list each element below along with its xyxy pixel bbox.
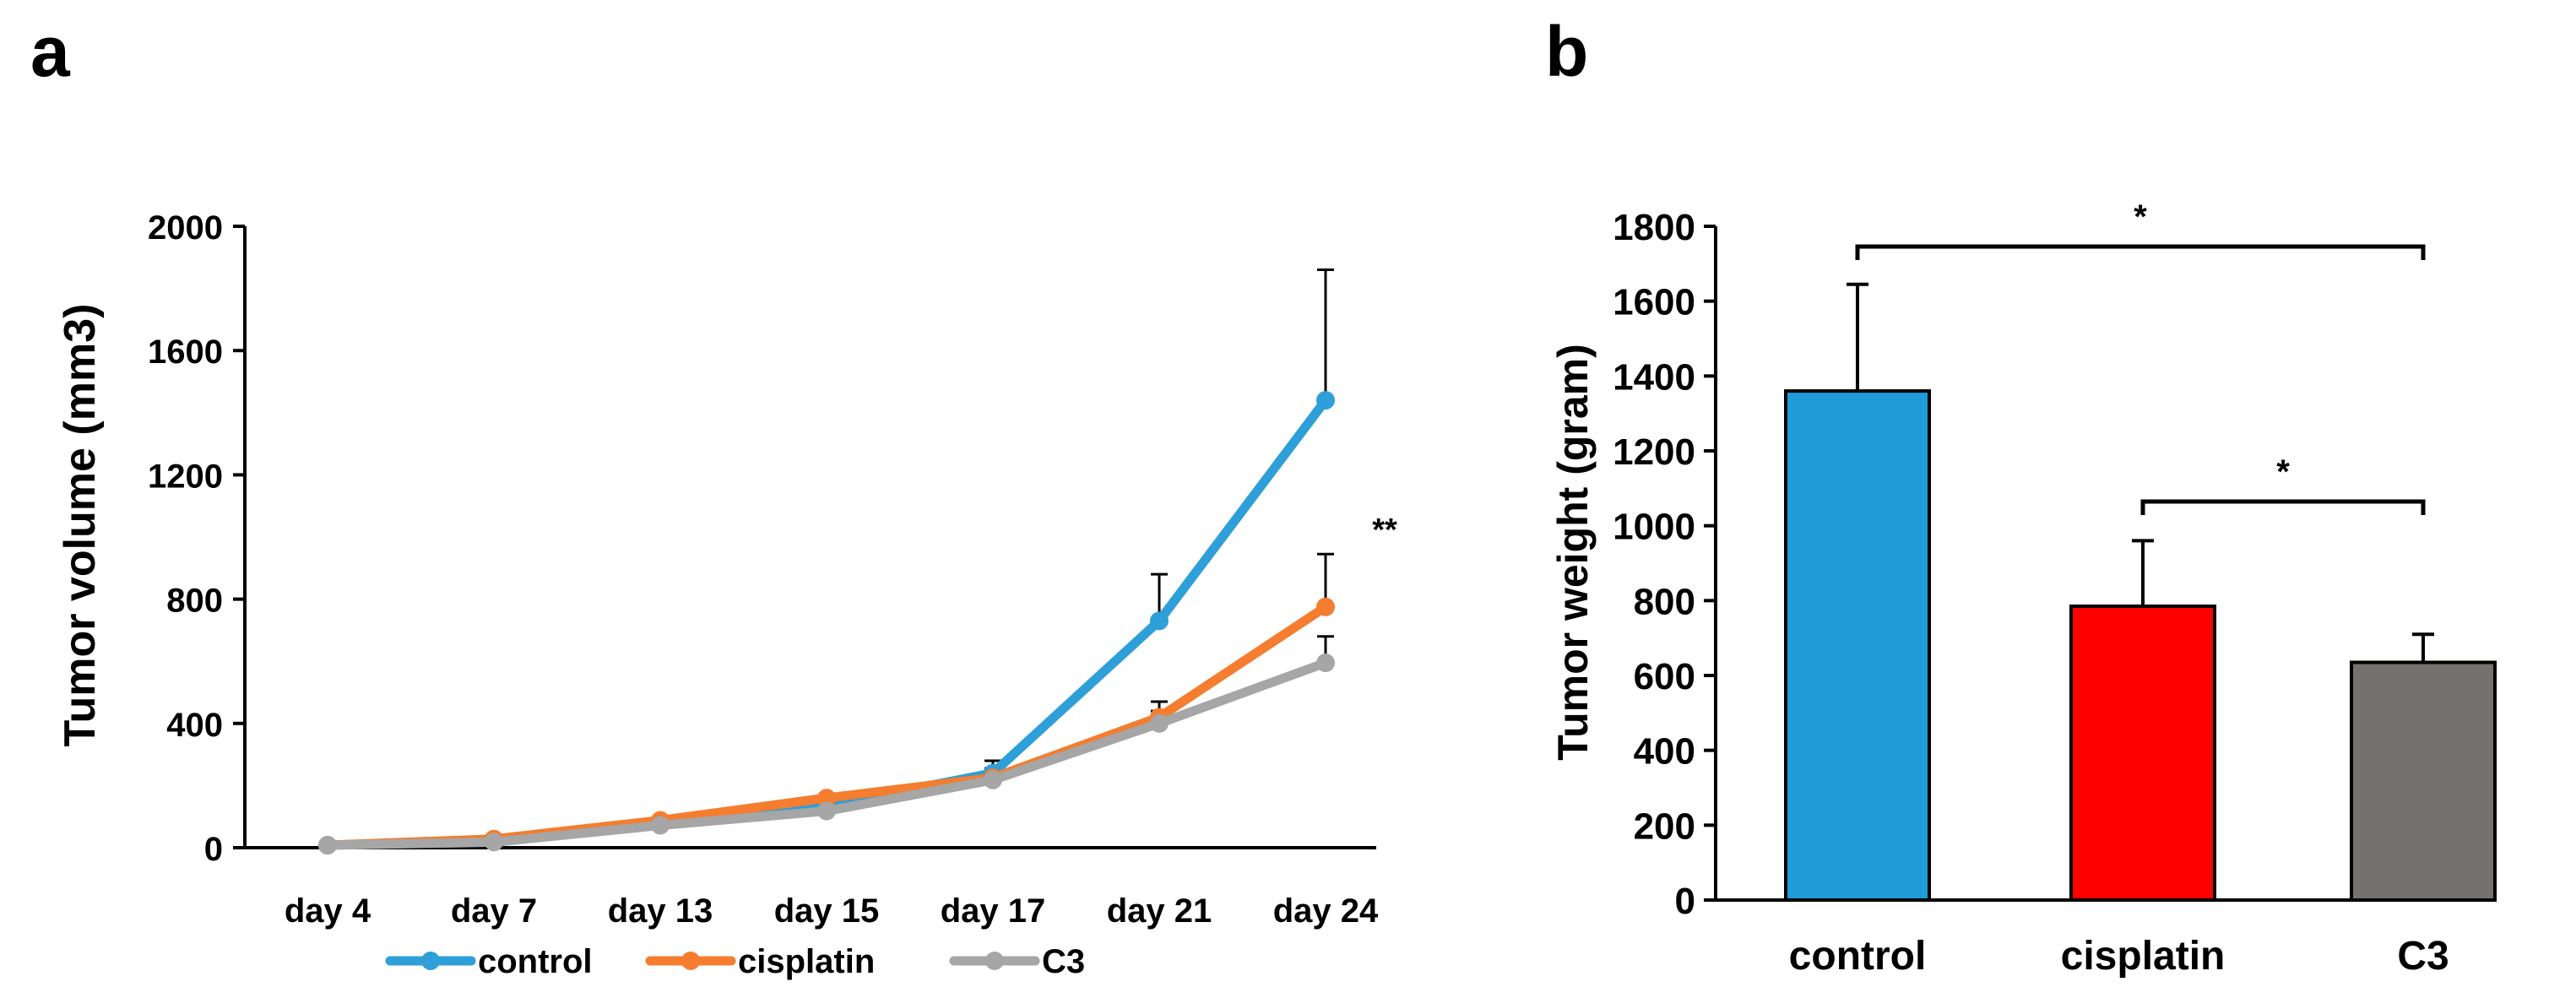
x-tick-label-a: day 7 [451,892,537,930]
data-point-C3 [651,816,670,835]
data-point-C3 [984,770,1002,789]
x-tick-label-C3: C3 [2397,934,2449,979]
y-tick-label-b: 1800 [1613,207,1695,248]
y-tick-label-a: 1200 [148,458,223,495]
bar-control [1784,389,1931,903]
y-tick-label-b: 1600 [1613,282,1695,323]
x-tick-label-a: day 4 [285,892,371,930]
bar-C3 [2350,660,2497,902]
y-tick-label-b: 1000 [1613,507,1695,548]
data-point-cisplatin [817,789,836,808]
x-tick-label-cisplatin: cisplatin [2061,934,2226,979]
y-axis-label-a: Tumor volume (mm3) [56,304,105,747]
x-tick-label-a: day 17 [941,892,1046,930]
legend-marker-C3 [985,952,1004,970]
x-tick-label-a: day 21 [1107,892,1212,930]
legend-label-control: control [478,943,593,980]
x-tick-label-a: day 13 [608,892,713,930]
y-tick-label-b: 200 [1634,805,1695,847]
significance-annotation-a: ** [1372,513,1397,548]
significance-label: * [2134,198,2147,236]
y-tick-label-b: 400 [1634,731,1695,773]
data-point-control [1150,611,1169,631]
legend-label-C3: C3 [1042,943,1085,980]
y-tick-label-a: 1600 [148,334,223,371]
x-tick-label-control: control [1789,934,1927,979]
data-point-C3 [485,833,503,852]
legend-marker-control [421,952,440,970]
significance-bracket [2140,499,2426,515]
data-point-C3 [1150,713,1169,733]
y-tick-label-a: 2000 [148,209,223,247]
y-axis-label-b: Tumor weight (gram) [1549,344,1597,761]
y-tick-label-b: 600 [1634,656,1695,697]
data-point-control [1316,391,1335,410]
panel-label-a: a [30,12,71,91]
legend-label-cisplatin: cisplatin [738,943,875,980]
panel-label-b: b [1545,12,1588,91]
y-tick-label-a: 0 [204,831,223,868]
y-tick-label-a: 800 [166,583,223,620]
data-point-C3 [318,836,337,855]
y-tick-label-b: 1400 [1613,356,1695,398]
significance-label: * [2276,453,2290,491]
y-tick-label-a: 400 [166,707,223,744]
legend-marker-cisplatin [681,952,700,970]
data-point-cisplatin [1316,597,1335,616]
x-tick-label-a: day 24 [1273,892,1379,930]
series-line-control [323,395,1331,850]
bar-chart-tumor-weight: Tumor weight (gram) 0 200 400 600 800 1000 120… [1549,198,2497,979]
y-tick-label-b: 0 [1675,881,1695,922]
x-tick-label-a: day 15 [774,892,880,930]
line-chart-tumor-volume: Tumor volume (mm3) ** 0 400 800 1200 1600 200… [56,209,1397,980]
y-tick-label-b: 800 [1634,581,1695,622]
data-point-C3 [817,801,836,821]
bar-cisplatin [2069,604,2216,902]
significance-bracket [1855,244,2426,260]
y-tick-label-b: 1200 [1613,431,1695,473]
data-point-C3 [1316,654,1335,673]
